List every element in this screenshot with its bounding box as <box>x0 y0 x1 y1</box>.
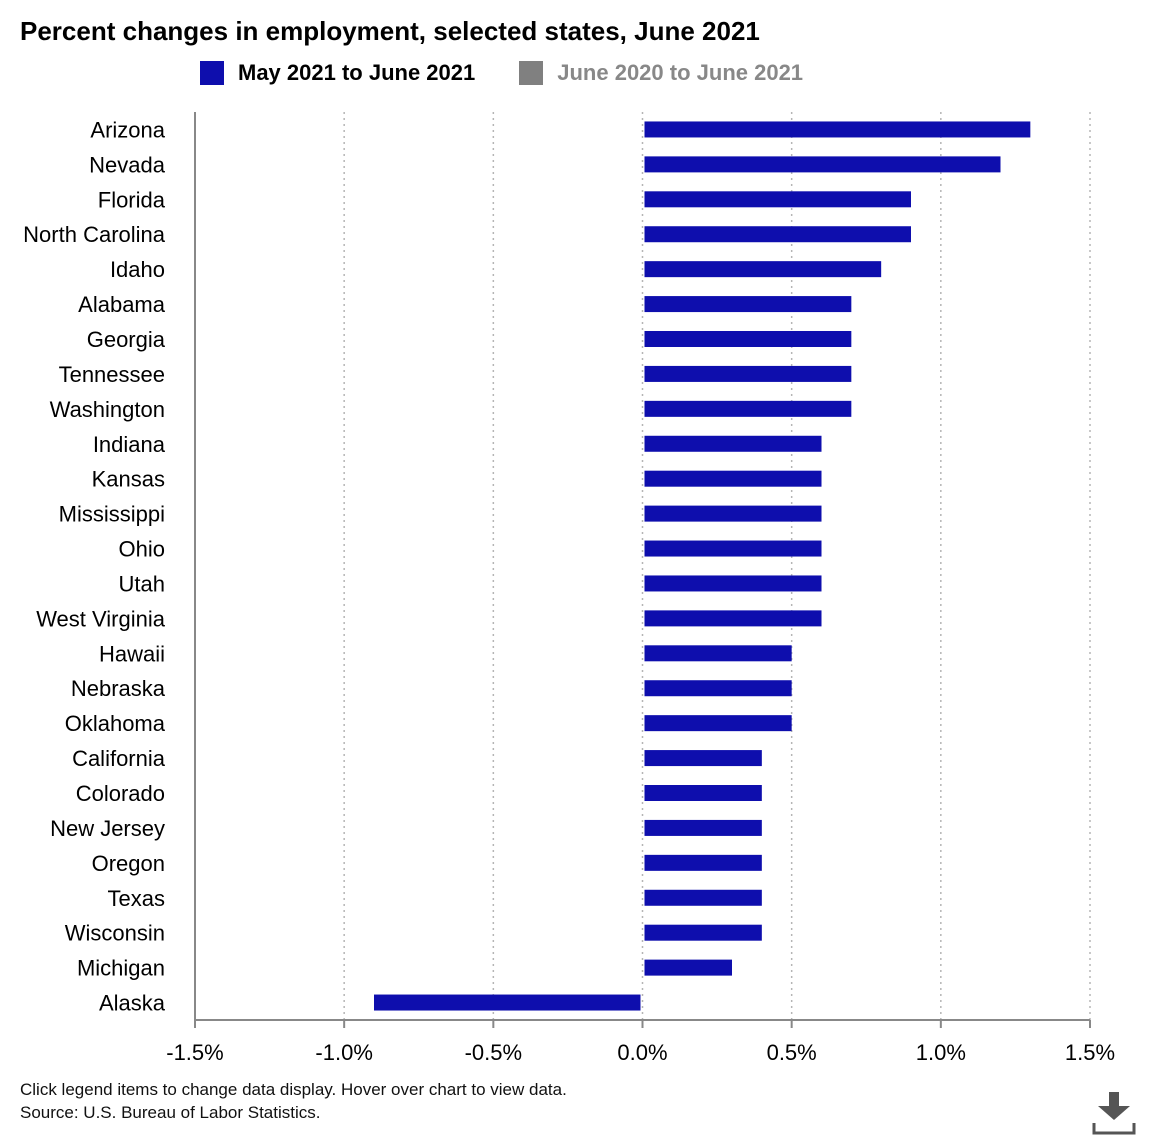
category-label: Arizona <box>90 117 165 142</box>
bar[interactable] <box>644 400 852 417</box>
category-label: Kansas <box>92 467 165 492</box>
category-label: Oregon <box>92 851 165 876</box>
bar[interactable] <box>644 505 822 522</box>
category-label: Mississippi <box>59 502 165 527</box>
download-button[interactable] <box>1090 1090 1138 1136</box>
bar[interactable] <box>644 610 822 627</box>
bar[interactable] <box>644 296 852 313</box>
category-label: California <box>72 746 166 771</box>
bar[interactable] <box>644 785 762 801</box>
category-label: Alaska <box>99 991 166 1016</box>
bar[interactable] <box>644 819 762 836</box>
bar[interactable] <box>644 331 852 347</box>
bar[interactable] <box>644 645 792 662</box>
category-label: North Carolina <box>23 222 166 247</box>
category-label: Ohio <box>119 537 165 562</box>
category-label: Florida <box>98 187 166 212</box>
legend-swatch-may-june-2021 <box>200 61 224 85</box>
x-tick-label: 1.0% <box>916 1040 966 1065</box>
bar[interactable] <box>644 191 912 208</box>
bar-chart[interactable]: -1.5% -1.0% -0.5% 0.0% 0.5% 1.0% 1.5% Arizona Ne… <box>0 0 1160 1075</box>
download-icon <box>1092 1092 1136 1135</box>
x-tick-label: 0.5% <box>767 1040 817 1065</box>
legend-swatch-june2020-june2021 <box>519 61 544 85</box>
bar[interactable] <box>644 715 792 732</box>
bar[interactable] <box>644 156 1001 173</box>
category-label: Michigan <box>77 956 165 981</box>
category-label: New Jersey <box>50 816 165 841</box>
legend: May 2021 to June 2021 June 2020 to June … <box>200 60 847 86</box>
bar[interactable] <box>644 575 822 592</box>
category-label: Idaho <box>110 257 165 282</box>
source-note: Source: U.S. Bureau of Labor Statistics. <box>20 1103 321 1122</box>
bar[interactable] <box>644 889 762 906</box>
category-label: Utah <box>119 571 165 596</box>
x-tick-label: 1.5% <box>1065 1040 1115 1065</box>
bar[interactable] <box>644 365 852 382</box>
category-label: West Virginia <box>36 606 166 631</box>
x-tick-label: -1.0% <box>315 1040 372 1065</box>
bar[interactable] <box>644 261 882 278</box>
bar[interactable] <box>644 959 733 976</box>
x-tick-label: -1.5% <box>166 1040 223 1065</box>
legend-item-may-june-2021[interactable]: May 2021 to June 2021 <box>200 60 475 86</box>
category-label: Hawaii <box>99 641 165 666</box>
chart-notes: Click legend items to change data displa… <box>20 1078 567 1124</box>
legend-label-june2020-june2021: June 2020 to June 2021 <box>557 60 804 85</box>
category-label: Texas <box>108 886 165 911</box>
category-label: Indiana <box>93 432 166 457</box>
category-label: Oklahoma <box>65 711 166 736</box>
category-label: Nevada <box>89 152 166 177</box>
chart-title: Percent changes in employment, selected … <box>20 16 760 46</box>
x-tick-label: -0.5% <box>465 1040 522 1065</box>
bar[interactable] <box>644 435 822 452</box>
bar[interactable] <box>644 750 762 767</box>
legend-label-may-june-2021: May 2021 to June 2021 <box>238 60 476 85</box>
category-label: Wisconsin <box>65 921 165 946</box>
legend-item-june2020-june2021[interactable]: June 2020 to June 2021 <box>519 60 803 86</box>
bar[interactable] <box>644 924 762 941</box>
category-label: Alabama <box>78 292 166 317</box>
bar[interactable] <box>644 854 762 871</box>
x-tick-label: 0.0% <box>617 1040 667 1065</box>
bar[interactable] <box>644 470 822 487</box>
category-label: Colorado <box>76 781 165 806</box>
bar[interactable] <box>374 994 641 1011</box>
bar[interactable] <box>644 226 912 243</box>
category-label: Georgia <box>87 327 166 352</box>
bar[interactable] <box>644 121 1031 138</box>
instruction-note: Click legend items to change data displa… <box>20 1080 567 1099</box>
bar[interactable] <box>644 680 792 697</box>
category-label: Tennessee <box>59 362 165 387</box>
bar[interactable] <box>644 540 822 557</box>
category-label: Nebraska <box>71 676 166 701</box>
category-label: Washington <box>50 397 165 422</box>
